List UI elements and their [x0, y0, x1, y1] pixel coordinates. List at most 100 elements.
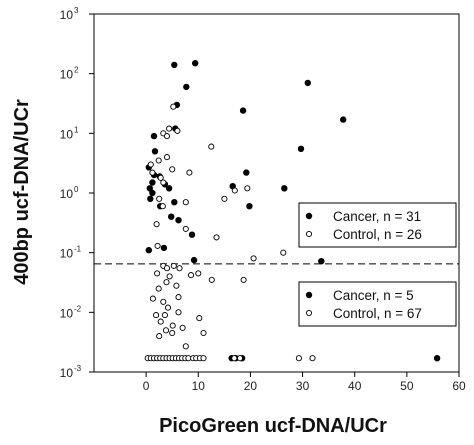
cancer-point: [340, 116, 347, 123]
x-tick-label: 20: [244, 379, 258, 393]
control-point: [154, 270, 161, 277]
control-point: [155, 285, 162, 292]
cancer-point: [433, 355, 441, 362]
control-point: [160, 298, 167, 305]
y-tick-label: 10: [60, 8, 74, 22]
control-point: [170, 103, 177, 110]
cancer-point: [171, 61, 178, 69]
cancer-point: [165, 185, 173, 192]
cancer-point: [150, 132, 158, 140]
cancer-point: [190, 256, 198, 264]
legend-label: Control, n = 67: [333, 306, 422, 321]
control-point: [163, 133, 171, 140]
y-tick-label: 10: [60, 68, 74, 82]
cancer-point: [297, 145, 305, 153]
control-point: [280, 249, 287, 256]
cancer-point: [151, 148, 159, 155]
control-point: [174, 127, 181, 134]
control-point: [231, 187, 238, 194]
y-tick-label: 10: [60, 127, 74, 141]
control-point: [175, 294, 182, 301]
control-point: [309, 355, 316, 362]
cancer-point: [243, 169, 250, 176]
legend-open-marker: [305, 309, 313, 317]
control-point: [164, 304, 172, 311]
cancer-point: [160, 244, 168, 252]
control-point: [182, 343, 189, 350]
y-axis-title: 400bp ucf-DNA/UCr: [11, 99, 33, 285]
control-point: [208, 143, 215, 150]
y-tick-label: 10: [60, 366, 74, 380]
control-point: [173, 282, 180, 289]
cancer-point: [304, 79, 311, 87]
cancer-point: [147, 195, 154, 203]
control-point: [179, 324, 186, 331]
control-point: [156, 333, 163, 340]
legend-box: [298, 281, 457, 327]
cancer-point: [239, 107, 247, 114]
legend-label: Cancer, n = 31: [333, 209, 421, 224]
control-point: [182, 225, 189, 232]
cancer-point: [192, 59, 199, 67]
cancer-point: [145, 247, 153, 254]
cancer-point: [175, 217, 182, 224]
cancer-point: [171, 199, 178, 206]
y-tick-exponent: 0: [74, 185, 79, 194]
control-point: [154, 242, 161, 249]
control-point: [236, 355, 244, 362]
control-point: [170, 262, 177, 269]
cancer-point: [149, 179, 156, 186]
control-point: [160, 179, 167, 186]
control-point: [153, 312, 160, 319]
control-point: [240, 276, 247, 283]
control-point: [208, 276, 215, 283]
control-point: [149, 169, 156, 176]
legend-open-marker: [305, 230, 313, 238]
control-point: [159, 203, 166, 210]
control-point: [163, 154, 171, 161]
cancer-point: [246, 203, 253, 210]
x-tick-label: 0: [143, 379, 150, 393]
cancer-point: [188, 231, 196, 238]
control-point: [200, 355, 207, 362]
legend-box: [298, 202, 457, 248]
control-point: [200, 329, 207, 337]
control-point: [250, 255, 257, 262]
control-point: [155, 157, 162, 164]
control-point: [187, 272, 195, 279]
control-point: [195, 270, 202, 277]
control-point: [221, 195, 228, 202]
control-point: [231, 355, 238, 362]
y-tick-exponent: -1: [74, 245, 82, 254]
legend-label: Control, n = 26: [333, 227, 422, 242]
cancer-point: [183, 83, 190, 91]
control-point: [186, 169, 193, 176]
x-tick-label: 30: [296, 379, 310, 393]
control-point: [166, 125, 173, 132]
x-tick-label: 50: [400, 379, 414, 393]
control-point: [147, 161, 154, 168]
y-tick-exponent: 2: [74, 66, 79, 75]
cancer-point: [281, 185, 288, 192]
x-axis-title: PicoGreen ucf-DNA/UCr: [159, 415, 387, 437]
y-tick-exponent: -2: [74, 304, 82, 313]
y-tick-label: 10: [60, 247, 74, 261]
control-point: [169, 322, 176, 329]
control-point: [163, 265, 171, 272]
control-point: [176, 265, 183, 272]
control-point: [153, 221, 160, 228]
legend-label: Cancer, n = 5: [333, 288, 414, 303]
legend-filled-marker: [305, 212, 313, 220]
control-point: [163, 279, 170, 286]
y-tick-exponent: -3: [74, 364, 82, 373]
cancer-point: [149, 189, 156, 197]
control-point: [157, 174, 164, 181]
y-tick-label: 10: [60, 187, 74, 201]
control-point: [295, 355, 302, 362]
cancer-point: [318, 258, 325, 265]
control-point: [157, 318, 164, 325]
control-point: [175, 309, 182, 316]
legend-filled-marker: [305, 291, 313, 299]
control-point: [161, 312, 168, 319]
